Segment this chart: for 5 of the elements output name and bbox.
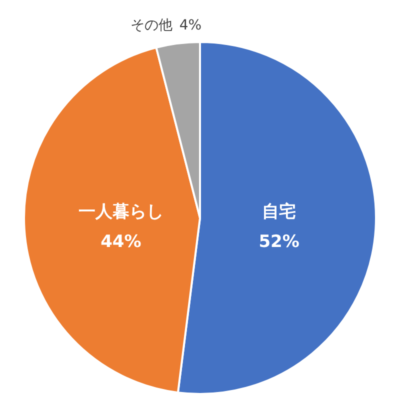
slice-label: 一人暮らし	[78, 202, 164, 222]
data-label: 52%	[258, 232, 300, 252]
slice-label: 自宅	[262, 202, 296, 222]
data-label: 44%	[100, 232, 142, 252]
slice-label: その他 4%	[130, 18, 202, 34]
